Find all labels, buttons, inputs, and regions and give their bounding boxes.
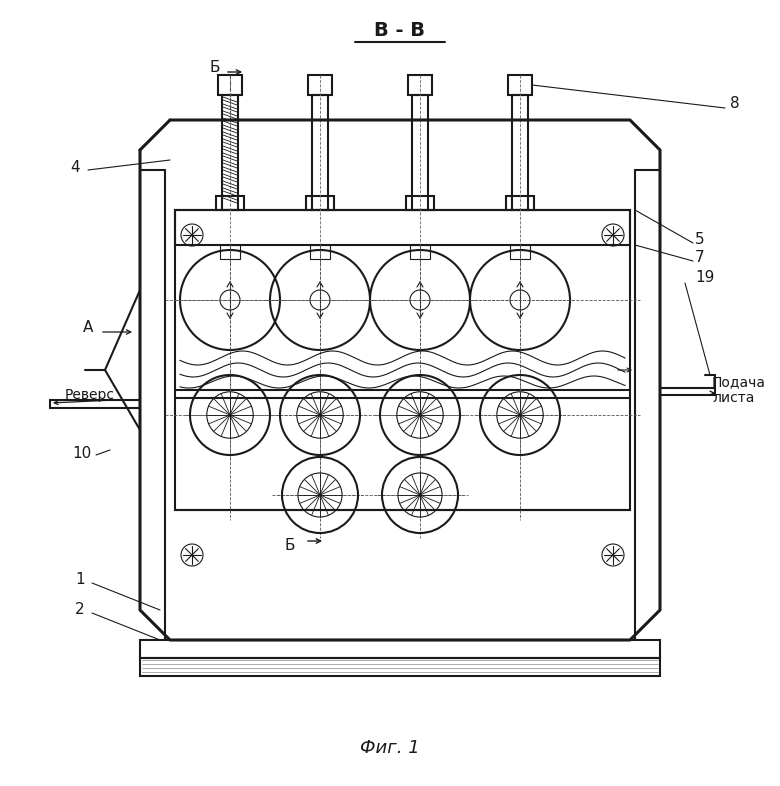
Bar	[506, 196, 534, 210]
Bar	[222, 95, 238, 210]
Bar	[220, 245, 240, 259]
Bar	[408, 75, 432, 95]
Bar	[175, 210, 630, 510]
Text: Б: Б	[285, 538, 296, 553]
Bar	[312, 95, 328, 210]
Text: Подача
листа: Подача листа	[712, 375, 766, 405]
Text: Реверс: Реверс	[65, 388, 115, 402]
Bar	[512, 95, 528, 210]
Bar	[140, 658, 660, 676]
Bar	[412, 95, 428, 210]
Bar	[410, 245, 430, 259]
Bar	[216, 196, 244, 210]
Text: 1: 1	[75, 572, 85, 587]
Text: 19: 19	[695, 270, 714, 285]
Text: 4: 4	[70, 160, 80, 175]
Bar	[140, 640, 660, 658]
Bar	[508, 75, 532, 95]
Bar	[175, 210, 630, 245]
Text: Фиг. 1: Фиг. 1	[360, 739, 420, 757]
Text: 10: 10	[73, 446, 91, 461]
Text: 2: 2	[75, 603, 85, 618]
Bar	[406, 196, 434, 210]
Text: Б: Б	[210, 60, 220, 75]
Bar	[308, 75, 332, 95]
Text: В - В: В - В	[374, 20, 426, 39]
Bar	[218, 75, 242, 95]
Bar	[310, 245, 330, 259]
Text: 7: 7	[695, 251, 704, 266]
Bar	[510, 245, 530, 259]
Text: 8: 8	[730, 96, 739, 111]
Bar	[306, 196, 334, 210]
Text: 5: 5	[695, 233, 704, 248]
Text: А: А	[83, 321, 93, 336]
